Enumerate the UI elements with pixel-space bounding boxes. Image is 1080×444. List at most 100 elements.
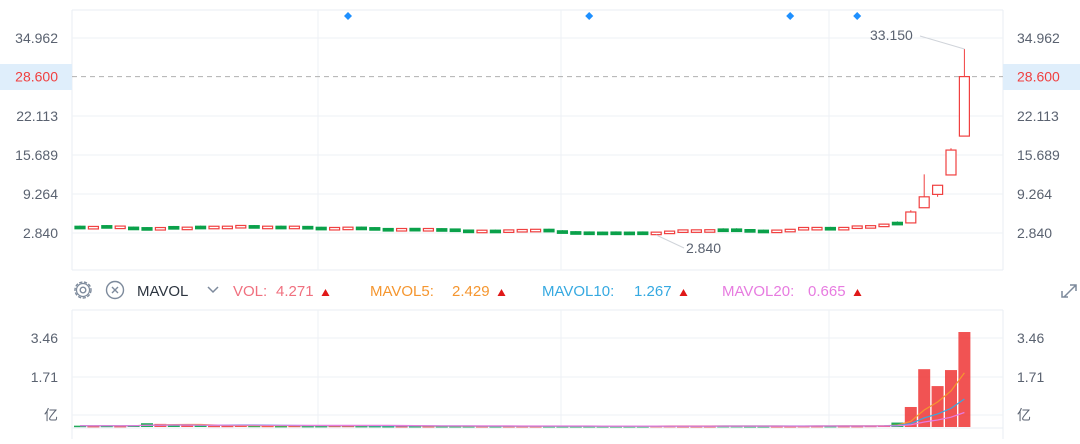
volume-bar-up: [261, 425, 274, 428]
candle-body: [369, 227, 381, 231]
candle-body: [181, 226, 193, 231]
candle-body: [690, 229, 703, 233]
volume-bar-down: [623, 426, 636, 428]
candle-down: [275, 225, 287, 230]
volume-bar-up: [770, 426, 783, 428]
candle-body: [396, 227, 408, 232]
volume-bar-down: [824, 425, 837, 428]
current-price-label-left: 28.600: [15, 69, 58, 85]
candle-body: [262, 225, 274, 230]
candle-body: [556, 230, 569, 234]
event-marker-icon: [853, 12, 862, 20]
indicator-name[interactable]: MAVOL: [137, 283, 188, 300]
candle-up: [650, 231, 662, 236]
candle-body: [128, 226, 140, 231]
candle-up: [905, 210, 917, 224]
volume-bar-up: [516, 426, 529, 428]
candle-body: [409, 227, 421, 232]
volume-bar-up: [931, 386, 944, 427]
candle-body: [824, 226, 837, 231]
candle-down: [583, 231, 595, 236]
candle-body: [221, 225, 233, 230]
candle-body: [610, 231, 622, 236]
mavol10-line: [79, 398, 965, 427]
candle-down: [315, 226, 327, 231]
candle-down: [74, 225, 86, 230]
candle-up: [958, 48, 971, 137]
candle-down: [596, 231, 609, 236]
settings-gear-icon[interactable]: [74, 281, 92, 299]
high-annotation-line: [919, 35, 965, 50]
volume-bar-up: [837, 425, 850, 428]
candle-up: [797, 226, 810, 231]
volume-bar-down: [409, 426, 421, 428]
candle-body: [717, 228, 729, 233]
volume-panel: 3.46 3.46 1.71 1.71 亿 亿: [31, 309, 1044, 439]
candle-up: [208, 225, 220, 230]
price-tick-right: 15.689: [1017, 147, 1060, 163]
candle-up: [945, 148, 957, 176]
candle-up: [516, 228, 528, 233]
candle-body: [851, 225, 863, 230]
indicator-label: MAVOL10:: [542, 283, 614, 300]
candle-up: [87, 225, 100, 230]
volume-bar-up: [958, 332, 971, 427]
candle-body: [503, 229, 515, 234]
volume-bar-up: [234, 425, 247, 427]
price-tick-left: 9.264: [23, 186, 58, 202]
volume-bar-down: [569, 426, 582, 428]
high-annotation-label: 33.150: [870, 27, 913, 43]
volume-bar-down: [462, 426, 475, 428]
candle-body: [878, 223, 890, 228]
candle-body: [704, 229, 716, 233]
volume-bar-down: [301, 425, 314, 428]
candle-body: [797, 226, 810, 231]
candle-down: [463, 229, 475, 234]
volume-tick-left: 3.46: [31, 330, 58, 346]
volume-bar-down: [368, 425, 381, 428]
volume-bar-down: [74, 425, 86, 428]
candle-down: [623, 231, 636, 236]
candle-up: [784, 228, 796, 233]
candle-down: [195, 225, 207, 230]
candle-body: [771, 229, 783, 234]
candle-body: [101, 225, 113, 229]
candle-down: [128, 226, 140, 231]
volume-bar-down: [489, 426, 502, 428]
volume-tick-right: 1.71: [1017, 369, 1044, 385]
volume-bar-up: [208, 425, 220, 428]
candle-down: [449, 228, 461, 233]
candle-body: [382, 227, 394, 232]
volume-bar-up: [502, 426, 515, 428]
candle-body: [931, 184, 944, 195]
candle-up: [690, 229, 703, 233]
price-tick-right: 9.264: [1017, 186, 1052, 202]
chevron-down-icon[interactable]: [207, 286, 219, 294]
candle-down: [302, 225, 314, 230]
current-price-highlight-right: [1003, 64, 1080, 90]
volume-bar-down: [449, 426, 462, 428]
expand-icon[interactable]: [1061, 284, 1077, 298]
candle-body: [315, 226, 327, 231]
volume-tick-right: 3.46: [1017, 330, 1044, 346]
candle-body: [168, 225, 180, 230]
volume-bar-up: [476, 426, 488, 428]
close-indicator-icon[interactable]: [105, 280, 125, 300]
candle-up: [221, 225, 233, 230]
current-price-highlight-left: [0, 64, 72, 90]
volume-bar-up: [87, 425, 100, 428]
volume-bar-down: [596, 426, 609, 428]
candle-up: [476, 229, 488, 234]
volume-bar-down: [757, 426, 770, 428]
volume-tick-left: 亿: [44, 407, 58, 423]
candle-body: [463, 229, 475, 234]
volume-bar-down: [248, 425, 261, 428]
volume-bar-up: [703, 426, 716, 428]
candle-down: [556, 230, 569, 234]
indicator-value: 0.665: [808, 283, 846, 300]
candle-up: [704, 229, 716, 233]
candle-body: [744, 228, 756, 233]
candle-body: [436, 228, 448, 232]
candle-up: [838, 226, 850, 231]
